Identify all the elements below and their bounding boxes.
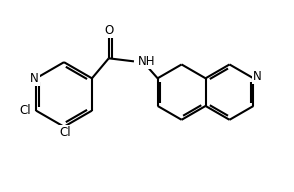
Text: N: N [253,70,262,83]
Text: Cl: Cl [19,104,31,117]
Text: Cl: Cl [60,126,71,139]
Text: O: O [104,24,113,37]
Text: N: N [30,72,39,85]
Text: NH: NH [138,55,155,68]
